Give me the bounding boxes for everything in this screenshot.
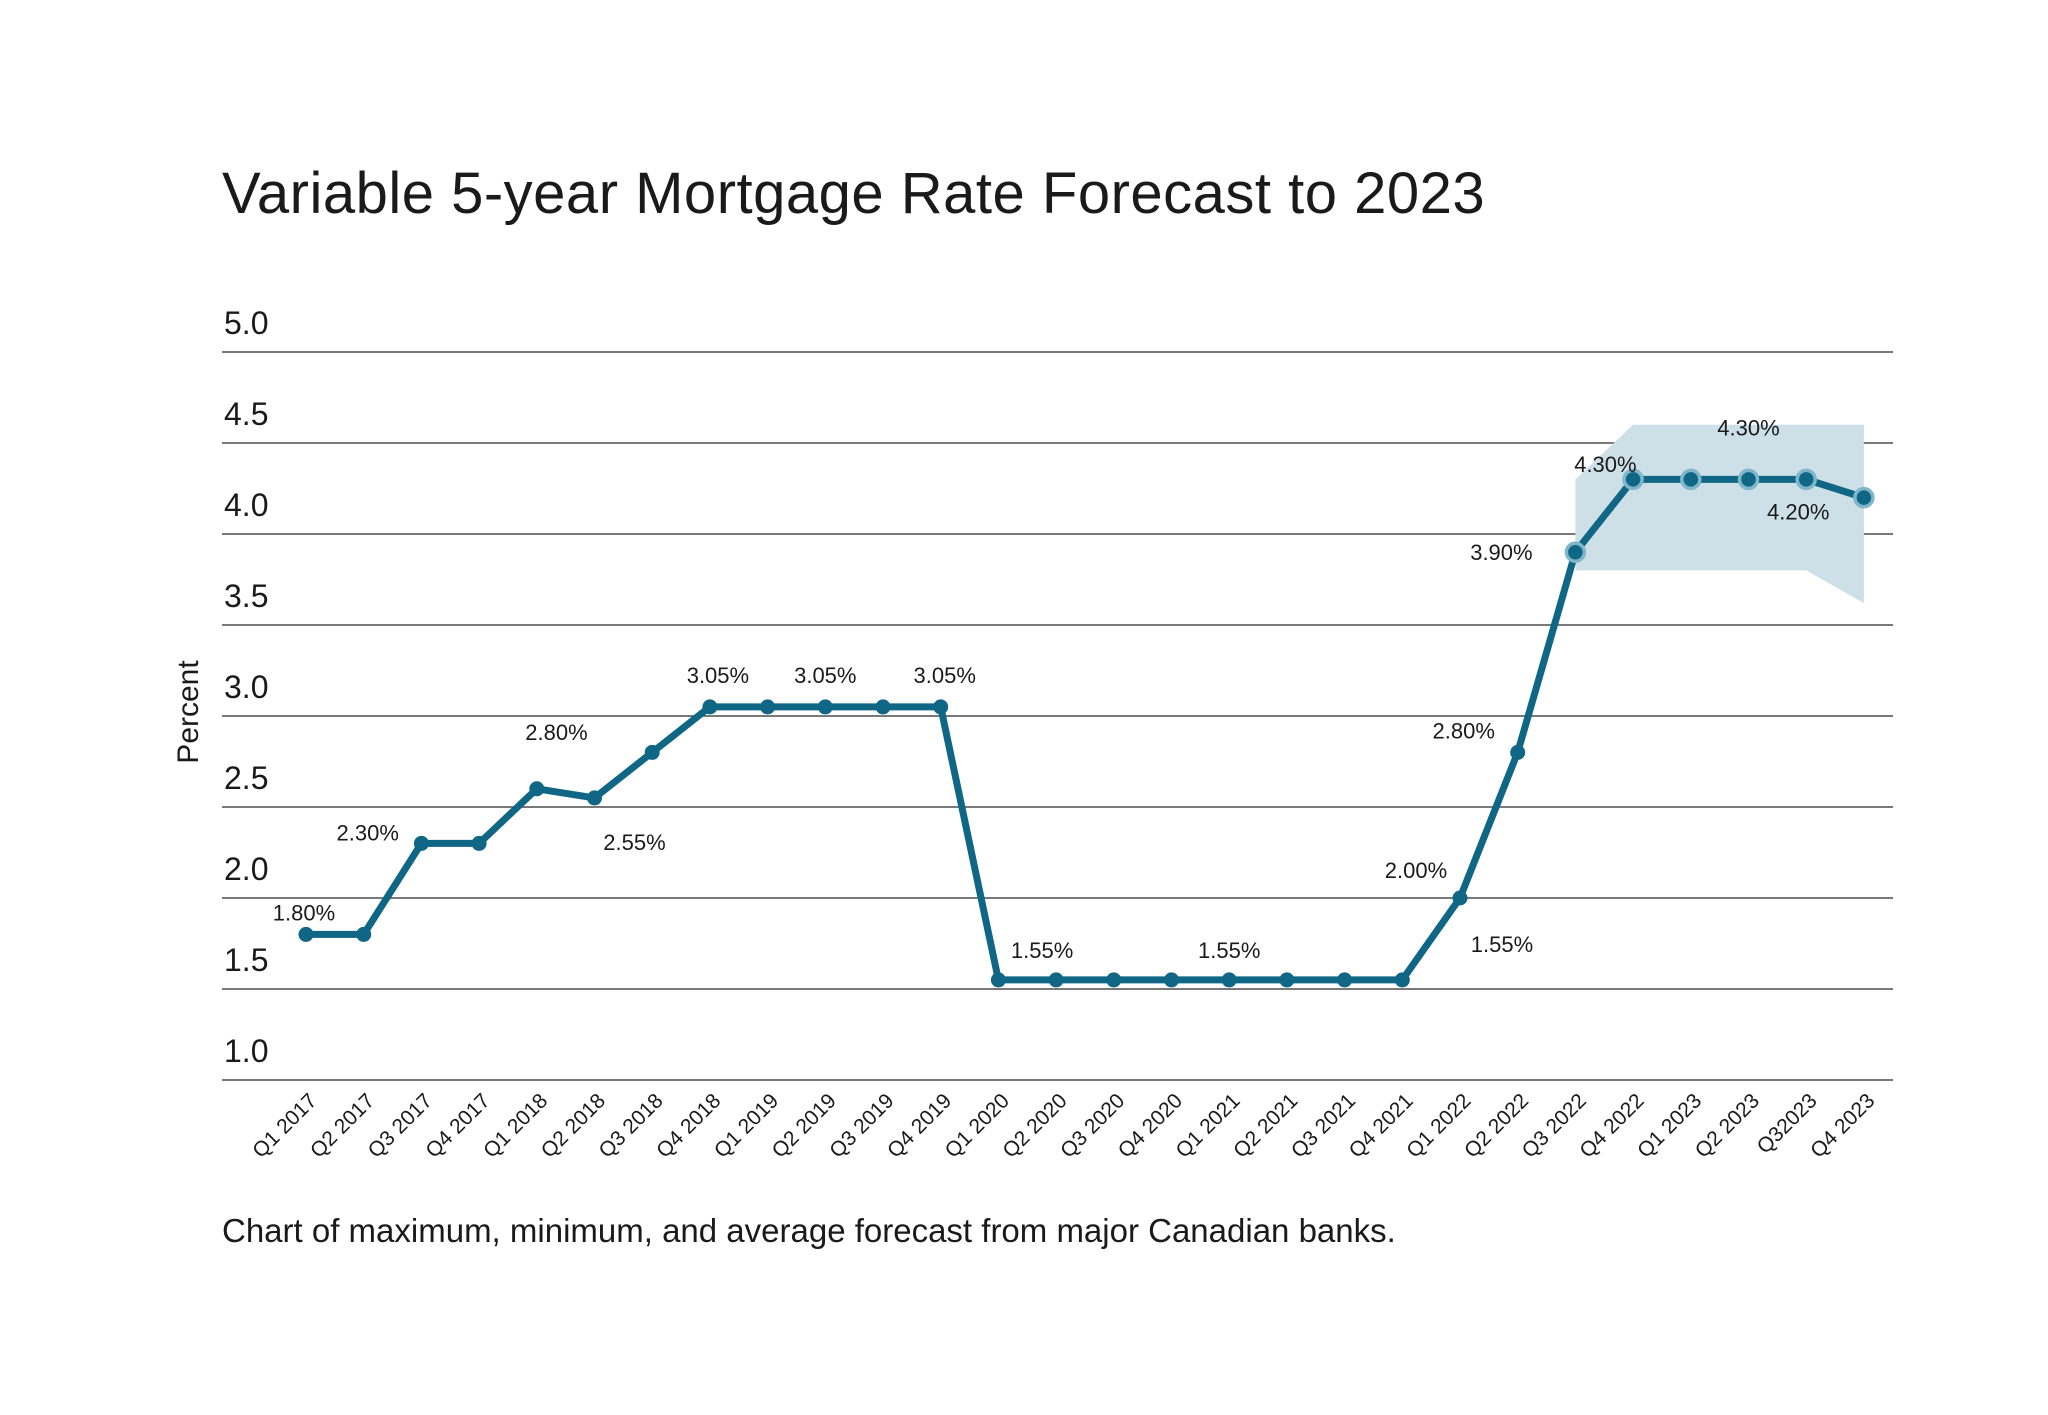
data-point <box>298 926 314 942</box>
data-point <box>1279 972 1295 988</box>
line-layer <box>302 475 1868 984</box>
data-label: 2.80% <box>525 720 587 745</box>
data-point <box>1795 468 1817 491</box>
data-label: 2.55% <box>603 830 665 855</box>
data-point <box>1394 972 1410 988</box>
data-label: 1.80% <box>273 900 335 925</box>
data-label: 3.05% <box>914 663 976 688</box>
data-point <box>933 699 949 715</box>
data-label: 1.55% <box>1011 938 1073 963</box>
ytick-layer: 1.0 1.5 2.0 2.5 3.0 3.5 4.0 4.5 5.0 <box>224 305 268 1069</box>
x-tick-label: Q4 2023 <box>1806 1089 1879 1162</box>
data-label: 3.90% <box>1470 540 1532 565</box>
y-tick-label: 2.5 <box>224 760 268 796</box>
data-point <box>875 699 891 715</box>
y-tick-label: 1.5 <box>224 942 268 978</box>
data-label: 3.05% <box>687 663 749 688</box>
data-label: 3.05% <box>794 663 856 688</box>
data-point <box>1337 972 1353 988</box>
data-point <box>1510 744 1526 760</box>
data-point <box>990 972 1006 988</box>
y-tick-label: 2.0 <box>224 851 268 887</box>
y-tick-label: 3.5 <box>224 578 268 614</box>
data-label: 1.55% <box>1198 938 1260 963</box>
band-layer <box>1575 424 1864 604</box>
data-point <box>356 926 372 942</box>
data-point <box>1853 486 1875 509</box>
data-point <box>1106 972 1122 988</box>
data-label: 2.30% <box>337 820 399 845</box>
data-point <box>587 790 602 806</box>
forecast-band <box>1575 424 1864 604</box>
data-point <box>1221 972 1237 988</box>
data-label: 2.00% <box>1385 858 1447 883</box>
data-point <box>644 744 660 760</box>
y-tick-label: 4.0 <box>224 487 268 523</box>
data-point <box>817 699 833 715</box>
chart-caption: Chart of maximum, minimum, and average f… <box>222 1212 1396 1249</box>
x-tick-label: Q2 2023 <box>1691 1089 1764 1162</box>
data-point <box>1048 972 1064 988</box>
data-point <box>471 835 487 851</box>
data-point <box>1564 541 1587 563</box>
data-label: 4.30% <box>1574 452 1636 477</box>
y-axis-label: Percent <box>172 660 205 764</box>
series-line <box>302 475 1868 984</box>
data-label: 4.20% <box>1767 499 1829 524</box>
data-point <box>1452 890 1468 906</box>
data-point <box>702 699 718 715</box>
data-point <box>1164 972 1179 988</box>
y-tick-label: 5.0 <box>224 305 268 341</box>
data-point <box>413 835 429 851</box>
data-point <box>760 699 776 715</box>
y-tick-label: 1.0 <box>224 1033 268 1069</box>
data-label: 1.55% <box>1471 932 1533 957</box>
y-tick-label: 3.0 <box>224 669 268 705</box>
chart-title: Variable 5-year Mortgage Rate Forecast t… <box>222 161 1486 226</box>
data-label: 2.80% <box>1433 718 1495 743</box>
data-point <box>1680 468 1702 491</box>
data-label: 4.30% <box>1717 415 1779 440</box>
point-layer <box>298 468 1875 988</box>
data-point <box>1737 468 1760 491</box>
y-tick-label: 4.5 <box>224 396 268 432</box>
data-point <box>529 781 545 797</box>
data-point <box>1622 468 1644 491</box>
label-layer: 1.80% 2.30% 2.80% 2.55% 3.05% 3.05% 3.05% 1.55%… <box>273 415 1830 963</box>
